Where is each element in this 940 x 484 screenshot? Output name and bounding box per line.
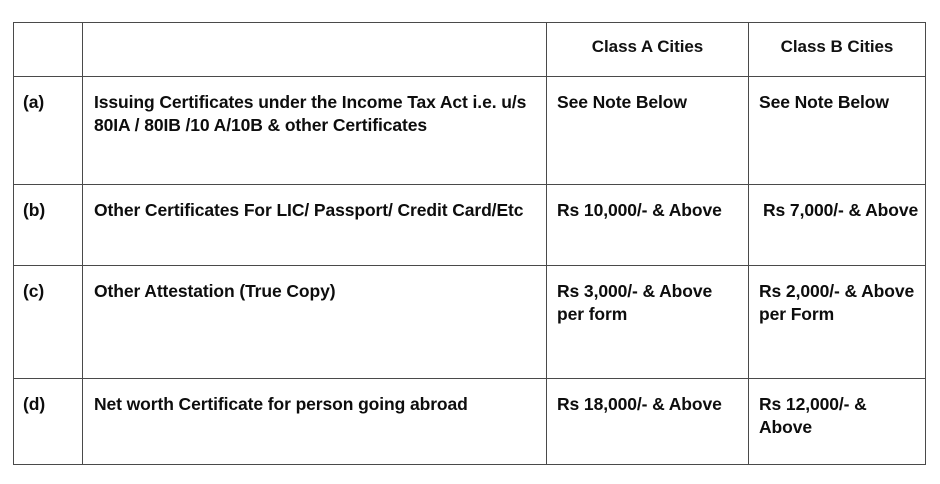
row-d-class-b-cell: Rs 12,000/- & Above xyxy=(748,378,926,465)
row-b-class-b-value: Rs 7,000/- & Above xyxy=(763,200,919,220)
table-header-row: Class A Cities Class B Cities xyxy=(13,22,926,77)
row-d-class-a-value: Rs 18,000/- & Above xyxy=(557,394,722,414)
row-c-class-b-cell: Rs 2,000/- & Above per Form xyxy=(748,265,926,379)
row-a-description-cell: Issuing Certificates under the Income Ta… xyxy=(82,76,547,185)
row-c-class-b-value: Rs 2,000/- & Above per Form xyxy=(759,281,915,325)
row-b-class-a-value: Rs 10,000/- & Above xyxy=(557,200,722,220)
row-a-description: Issuing Certificates under the Income Ta… xyxy=(94,92,527,136)
row-c-label-cell: (c) xyxy=(13,265,83,379)
row-a-class-b-cell: See Note Below xyxy=(748,76,926,185)
table-row: (c) Other Attestation (True Copy) Rs 3,0… xyxy=(13,265,926,379)
row-a-class-a-cell: See Note Below xyxy=(546,76,749,185)
header-cell-class-b: Class B Cities xyxy=(748,22,926,77)
row-a-class-a-value: See Note Below xyxy=(557,92,687,112)
row-d-label-cell: (d) xyxy=(13,378,83,465)
professional-fees-table: Class A Cities Class B Cities (a) Issuin… xyxy=(13,22,926,465)
row-d-class-a-cell: Rs 18,000/- & Above xyxy=(546,378,749,465)
row-c-label: (c) xyxy=(23,281,45,301)
header-label-class-b: Class B Cities xyxy=(780,37,894,56)
header-cell-blank-label xyxy=(13,22,83,77)
table-row: (a) Issuing Certificates under the Incom… xyxy=(13,76,926,185)
header-cell-class-a: Class A Cities xyxy=(546,22,749,77)
row-c-class-a-value: Rs 3,000/- & Above per form xyxy=(557,281,713,325)
row-b-class-a-cell: Rs 10,000/- & Above xyxy=(546,184,749,266)
header-cell-blank-description xyxy=(82,22,547,77)
row-b-description: Other Certificates For LIC/ Passport/ Cr… xyxy=(94,200,524,220)
row-d-description-cell: Net worth Certificate for person going a… xyxy=(82,378,547,465)
table-row: (b) Other Certificates For LIC/ Passport… xyxy=(13,184,926,266)
row-d-class-b-value: Rs 12,000/- & Above xyxy=(759,394,867,438)
row-c-class-a-cell: Rs 3,000/- & Above per form xyxy=(546,265,749,379)
row-c-description: Other Attestation (True Copy) xyxy=(94,281,336,301)
row-a-label: (a) xyxy=(23,92,45,112)
row-b-description-cell: Other Certificates For LIC/ Passport/ Cr… xyxy=(82,184,547,266)
row-b-label-cell: (b) xyxy=(13,184,83,266)
table-row: (d) Net worth Certificate for person goi… xyxy=(13,378,926,465)
row-b-label: (b) xyxy=(23,200,46,220)
row-b-class-b-cell: Rs 7,000/- & Above xyxy=(748,184,926,266)
row-a-label-cell: (a) xyxy=(13,76,83,185)
row-d-description: Net worth Certificate for person going a… xyxy=(94,394,468,414)
row-a-class-b-value: See Note Below xyxy=(759,92,889,112)
row-c-description-cell: Other Attestation (True Copy) xyxy=(82,265,547,379)
header-label-class-a: Class A Cities xyxy=(591,37,704,56)
row-d-label: (d) xyxy=(23,394,46,414)
